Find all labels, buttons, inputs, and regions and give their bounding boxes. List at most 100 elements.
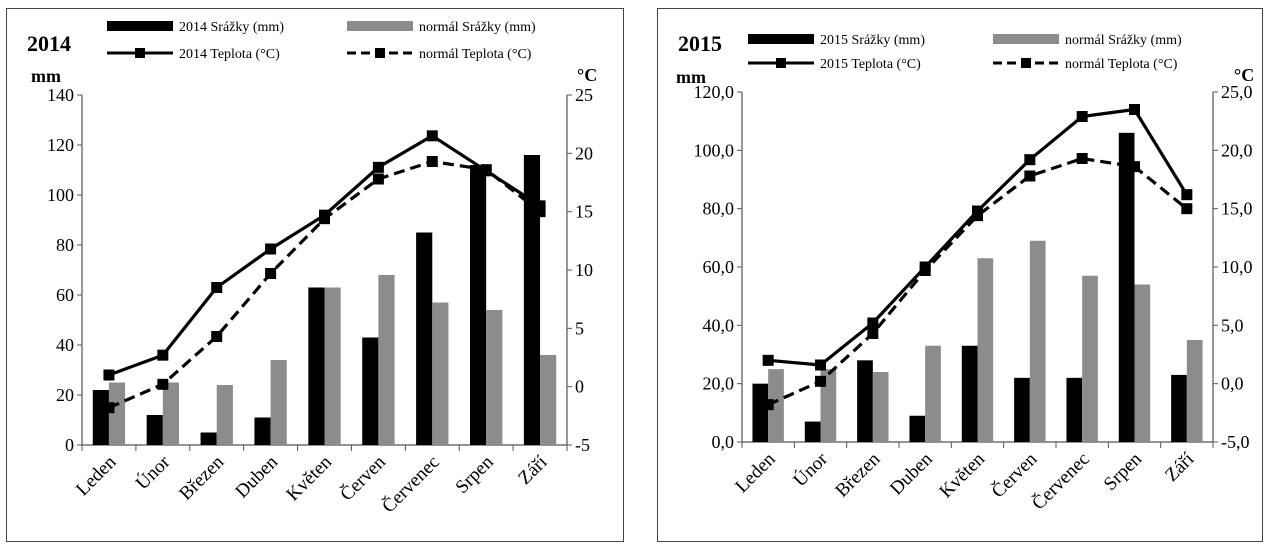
x-tick-label: Červenec bbox=[1027, 448, 1093, 514]
bar-normal-precip-Červenec bbox=[1082, 275, 1098, 442]
right-tick-label: -5 bbox=[575, 435, 590, 455]
x-tick-label: Duben bbox=[886, 448, 937, 499]
bar-normal-precip-Červen bbox=[378, 275, 395, 445]
right-tick-label: 0 bbox=[575, 377, 584, 397]
marker-year-temp-Leden bbox=[762, 354, 774, 366]
left-tick-label: 60,0 bbox=[703, 257, 735, 277]
x-tick-label: Červenec bbox=[378, 451, 444, 517]
left-tick-label: 0,0 bbox=[712, 432, 735, 452]
right-tick-label: 15 bbox=[575, 202, 593, 222]
legend-marker-normal-temp bbox=[1021, 58, 1031, 68]
marker-year-temp-Srpen bbox=[1129, 104, 1140, 115]
x-tick-label: Leden bbox=[72, 451, 121, 500]
marker-normal-temp-Září bbox=[1181, 203, 1193, 215]
left-tick-label: 60 bbox=[56, 285, 74, 305]
bar-year-precip-Leden bbox=[752, 383, 769, 442]
legend-label-normal-precip: normál Srážky (mm) bbox=[419, 20, 536, 35]
bar-year-precip-Květen bbox=[308, 287, 325, 445]
left-tick-label: 120 bbox=[47, 135, 74, 155]
marker-year-temp-Duben bbox=[265, 243, 277, 255]
x-tick-label: Září bbox=[514, 451, 552, 489]
legend-swatch-year-precip bbox=[107, 21, 173, 31]
marker-normal-temp-Červen bbox=[372, 173, 384, 185]
bar-year-precip-Červenec bbox=[416, 232, 433, 445]
x-tick-label: Únor bbox=[131, 451, 175, 495]
bar-normal-precip-Duben bbox=[270, 360, 287, 445]
bar-year-precip-Září bbox=[523, 155, 541, 445]
left-tick-label: 0 bbox=[65, 435, 74, 455]
y2-axis-label: °C bbox=[577, 65, 597, 85]
left-tick-label: 140 bbox=[47, 85, 74, 105]
line-normal-temp bbox=[767, 156, 1188, 407]
right-tick-label: 10,0 bbox=[1221, 257, 1253, 277]
legend-label-year-precip: 2015 Srážky (mm) bbox=[820, 33, 925, 48]
bar-year-precip-Srpen bbox=[1118, 132, 1135, 442]
bar-normal-precip-Září bbox=[540, 355, 557, 445]
bar-year-precip-Duben bbox=[909, 415, 926, 442]
bar-normal-precip-Březen bbox=[872, 372, 889, 442]
legend-label-normal-temp: normál Teplota (°C) bbox=[419, 47, 532, 62]
legend-label-normal-precip: normál Srážky (mm) bbox=[1065, 33, 1182, 48]
marker-year-temp-Únor bbox=[157, 349, 169, 361]
x-tick-label: Březen bbox=[831, 448, 884, 501]
right-tick-label: -5,0 bbox=[1221, 432, 1250, 452]
marker-normal-temp-Únor bbox=[157, 378, 169, 390]
left-tick-label: 100 bbox=[47, 185, 74, 205]
y-axis-label: mm bbox=[31, 66, 61, 86]
chart-title: 2015 bbox=[678, 31, 722, 56]
bar-normal-precip-Červen bbox=[1029, 240, 1046, 442]
marker-year-temp-Březen bbox=[867, 317, 879, 329]
bar-year-precip-Únor bbox=[146, 415, 163, 445]
marker-normal-temp-Březen bbox=[211, 331, 223, 342]
marker-normal-temp-Září bbox=[534, 206, 546, 218]
chart-panel-2014: 2014 mm °C 2014 Srážky (mm) normál Srážky (m… bbox=[6, 8, 624, 542]
legend-label-year-temp: 2015 Teplota (°C) bbox=[820, 57, 921, 72]
marker-normal-temp-Srpen bbox=[480, 164, 492, 176]
right-tick-label: 0,0 bbox=[1221, 374, 1244, 394]
bar-year-precip-Leden bbox=[92, 390, 109, 445]
bar-year-precip-Červen bbox=[362, 337, 379, 445]
bar-year-precip-Březen bbox=[857, 360, 873, 442]
marker-normal-temp-Květen bbox=[972, 210, 983, 222]
right-tick-label: 20,0 bbox=[1221, 140, 1253, 160]
bar-normal-precip-Červenec bbox=[432, 302, 449, 445]
bar-year-precip-Červenec bbox=[1066, 377, 1083, 442]
legend-marker-year-temp bbox=[135, 48, 145, 58]
x-tick-label: Březen bbox=[175, 451, 228, 504]
y2-axis-label: °C bbox=[1234, 65, 1254, 85]
bar-year-precip-Červen bbox=[1014, 377, 1030, 442]
marker-normal-temp-Květen bbox=[319, 213, 330, 225]
marker-normal-temp-Leden bbox=[103, 402, 115, 414]
left-tick-label: 120,0 bbox=[694, 82, 735, 102]
left-tick-label: 40,0 bbox=[703, 315, 735, 335]
marker-normal-temp-Leden bbox=[762, 399, 774, 411]
x-tick-label: Květen bbox=[935, 448, 989, 502]
legend-swatch-year-precip bbox=[748, 34, 814, 44]
y-axis-label: mm bbox=[676, 67, 706, 87]
left-tick-label: 40 bbox=[56, 335, 74, 355]
bar-normal-precip-Duben bbox=[925, 345, 941, 442]
bar-year-precip-Duben bbox=[254, 417, 271, 445]
right-tick-label: 25,0 bbox=[1221, 82, 1253, 102]
bar-normal-precip-Květen bbox=[324, 287, 341, 445]
marker-normal-temp-Únor bbox=[815, 375, 826, 387]
marker-normal-temp-Červenec bbox=[1076, 153, 1088, 164]
bar-year-precip-Únor bbox=[804, 421, 821, 442]
bar-normal-precip-Srpen bbox=[1134, 284, 1151, 442]
bar-normal-precip-Květen bbox=[977, 258, 994, 442]
combo-chart-2015: 2015 mm °C 2015 Srážky (mm) normál Srážky (m… bbox=[676, 31, 1254, 514]
left-tick-label: 80 bbox=[56, 235, 74, 255]
right-tick-label: 25 bbox=[575, 85, 593, 105]
legend-marker-normal-temp bbox=[375, 48, 385, 58]
chart-title: 2014 bbox=[27, 31, 71, 56]
left-tick-label: 20,0 bbox=[703, 374, 735, 394]
x-tick-label: Srpen bbox=[452, 451, 499, 498]
bar-normal-precip-Srpen bbox=[486, 310, 503, 445]
marker-normal-temp-Duben bbox=[265, 268, 277, 279]
marker-year-temp-Leden bbox=[103, 369, 115, 381]
marker-normal-temp-Srpen bbox=[1129, 161, 1140, 173]
x-tick-label: Září bbox=[1161, 448, 1199, 486]
right-tick-label: 5,0 bbox=[1221, 315, 1244, 335]
bar-year-precip-Květen bbox=[961, 345, 978, 442]
legend-marker-year-temp bbox=[776, 58, 786, 68]
